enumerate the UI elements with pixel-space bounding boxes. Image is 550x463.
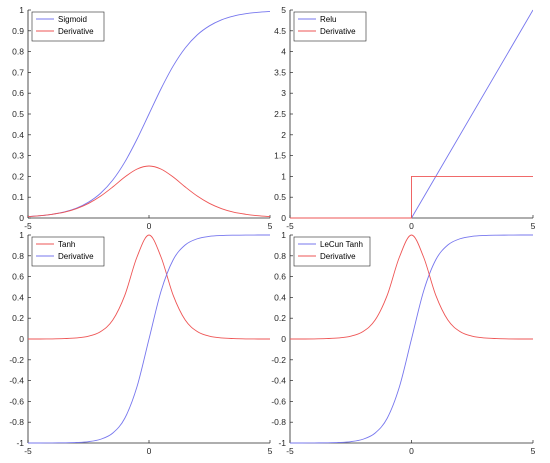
y-tick-label: -0.8 — [271, 417, 286, 427]
x-tick-label: 0 — [147, 221, 152, 231]
y-tick-label: 1 — [281, 171, 286, 181]
legend-label: Derivative — [58, 27, 94, 36]
y-tick-label: 2.5 — [274, 109, 286, 119]
x-tick-label: 5 — [531, 221, 536, 231]
y-tick-label: -0.6 — [9, 396, 24, 406]
y-tick-label: 0.9 — [12, 26, 24, 36]
x-tick-label: -5 — [24, 446, 32, 456]
x-tick-label: -5 — [24, 221, 32, 231]
y-tick-label: 0.6 — [12, 88, 24, 98]
y-tick-label: 1 — [19, 230, 24, 240]
x-tick-label: 0 — [409, 221, 414, 231]
series-derivative-line — [290, 175, 533, 219]
plot-area — [28, 11, 270, 218]
legend-box — [293, 11, 367, 42]
y-tick-label: 0.1 — [12, 192, 24, 202]
y-tick-label: 0.8 — [12, 251, 24, 261]
y-tick-label: 3.5 — [274, 67, 286, 77]
legend: Sigmoid Derivative — [31, 11, 105, 42]
y-tick-label: 2 — [281, 130, 286, 140]
y-tick-label: -0.4 — [9, 376, 24, 386]
legend-box — [293, 236, 371, 267]
legend-label: Derivative — [320, 27, 356, 36]
y-tick-label: 0.2 — [12, 171, 24, 181]
plot-area — [290, 234, 533, 444]
y-tick-label: 1 — [281, 230, 286, 240]
legend-box — [31, 236, 105, 267]
y-tick-label: 0.5 — [274, 192, 286, 202]
y-tick-label: 0 — [19, 213, 24, 223]
x-tick-label: 5 — [268, 446, 273, 456]
y-tick-label: 0 — [19, 334, 24, 344]
series-derivative-line — [28, 234, 270, 444]
y-tick-label: 0.4 — [12, 130, 24, 140]
y-tick-label: 0.8 — [274, 251, 286, 261]
y-tick-label: 0.2 — [274, 313, 286, 323]
legend-label: Sigmoid — [58, 15, 87, 24]
series-derivative-line — [290, 234, 533, 340]
tanh-panel: -1 -0.8 -0.6 -0.4 -0.2 0 0.2 0.4 0.6 0.8 1 -5 0 5 Tanh… — [9, 230, 272, 456]
x-tick-label: 5 — [531, 446, 536, 456]
y-tick-label: -0.2 — [9, 355, 24, 365]
x-tick-label: 0 — [409, 446, 414, 456]
x-tick-label: -5 — [286, 446, 294, 456]
y-tick-label: 3 — [281, 88, 286, 98]
y-tick-label: -0.8 — [9, 417, 24, 427]
y-tick-label: 0.3 — [12, 151, 24, 161]
y-tick-label: 5 — [281, 5, 286, 15]
y-tick-label: 0.2 — [12, 313, 24, 323]
y-tick-label: 0.6 — [12, 272, 24, 282]
legend: LeCun Tanh Derivative — [293, 236, 371, 267]
sigmoid-panel: 00.10.20.30.40.50.60.70.80.91-5 0 5Sigmoid… — [12, 5, 272, 231]
legend: Relu Derivative — [293, 11, 367, 42]
series-lecun-tanh-line — [290, 234, 533, 444]
y-tick-label: 4 — [281, 47, 286, 57]
y-tick-label: 0.7 — [12, 67, 24, 77]
series-derivative-line — [28, 165, 270, 218]
y-tick-label: 4.5 — [274, 26, 286, 36]
plot-area — [290, 9, 533, 219]
y-tick-label: 0.5 — [12, 109, 24, 119]
y-tick-label: 0.6 — [274, 272, 286, 282]
legend-label: Derivative — [320, 252, 356, 261]
plot-area — [28, 234, 270, 444]
y-tick-label: -0.2 — [271, 355, 286, 365]
y-tick-label: 0.4 — [274, 292, 286, 302]
legend-box — [31, 11, 105, 42]
y-tick-label: 0 — [281, 334, 286, 344]
x-tick-label: 5 — [268, 221, 273, 231]
y-tick-label: -1 — [16, 438, 24, 448]
series-tanh-line — [28, 234, 270, 340]
x-tick-label: -5 — [286, 221, 294, 231]
x-tick-label: 0 — [147, 446, 152, 456]
lecun-tanh-panel: -1 -0.8 -0.6 -0.4 -0.2 0 0.2 0.4 0.6 0.8 1 -5 0 5 LeCu… — [271, 230, 535, 456]
legend-label: Relu — [320, 15, 336, 24]
legend: Tanh Derivative — [31, 236, 105, 267]
legend-label: Tanh — [58, 240, 75, 249]
series-sigmoid-line — [28, 11, 270, 218]
y-tick-label: 0.4 — [12, 292, 24, 302]
y-tick-label: 0.8 — [12, 47, 24, 57]
y-tick-label: -1 — [278, 438, 286, 448]
y-tick-label: -0.6 — [271, 396, 286, 406]
legend-label: LeCun Tanh — [320, 240, 363, 249]
y-tick-label: -0.4 — [271, 376, 286, 386]
y-tick-label: 1.5 — [274, 151, 286, 161]
y-tick-label: 0 — [281, 213, 286, 223]
legend-label: Derivative — [58, 252, 94, 261]
y-tick-label: 1 — [19, 5, 24, 15]
